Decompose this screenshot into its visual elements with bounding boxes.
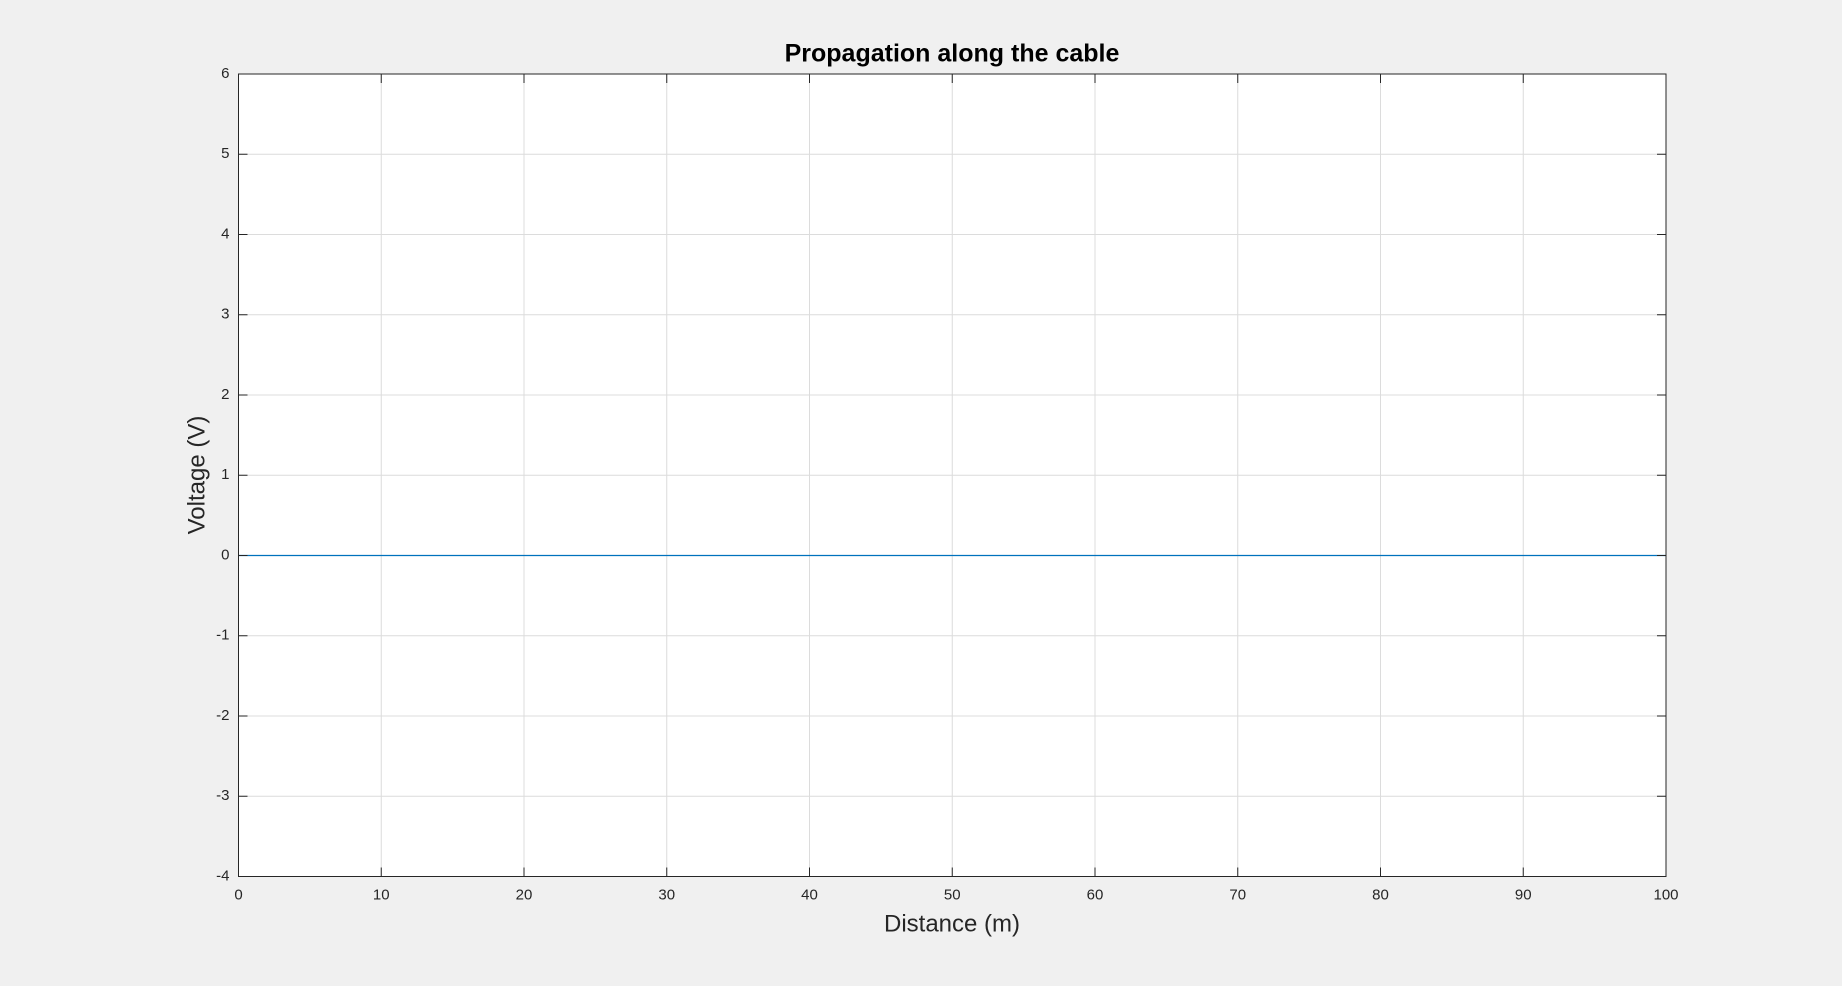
y-tick-label: -3	[216, 787, 229, 804]
y-tick-label: 3	[221, 306, 229, 323]
x-tick-label: 40	[801, 886, 818, 903]
chart-title: Propagation along the cable	[785, 40, 1120, 68]
y-tick-label: 0	[221, 546, 229, 563]
y-tick-label: 4	[221, 225, 229, 242]
y-tick-label: -2	[216, 707, 229, 724]
x-tick-label: 70	[1229, 886, 1246, 903]
x-axis-label: Distance (m)	[884, 910, 1020, 937]
y-axis-label: Voltage (V)	[183, 416, 210, 535]
x-tick-label: 90	[1515, 886, 1532, 903]
y-tick-label: -1	[216, 627, 229, 644]
y-tick-label: 1	[221, 466, 229, 483]
x-tick-label: 100	[1653, 886, 1678, 903]
x-tick-label: 10	[373, 886, 390, 903]
x-tick-label: 30	[658, 886, 675, 903]
x-tick-label: 60	[1087, 886, 1104, 903]
y-tick-label: 2	[221, 386, 229, 403]
y-tick-label: 6	[221, 65, 229, 82]
x-tick-label: 20	[516, 886, 533, 903]
x-tick-label: 50	[944, 886, 961, 903]
y-tick-label: 5	[221, 145, 229, 162]
x-tick-label: 80	[1372, 886, 1389, 903]
y-tick-label: -4	[216, 867, 229, 884]
x-tick-label: 0	[234, 886, 242, 903]
